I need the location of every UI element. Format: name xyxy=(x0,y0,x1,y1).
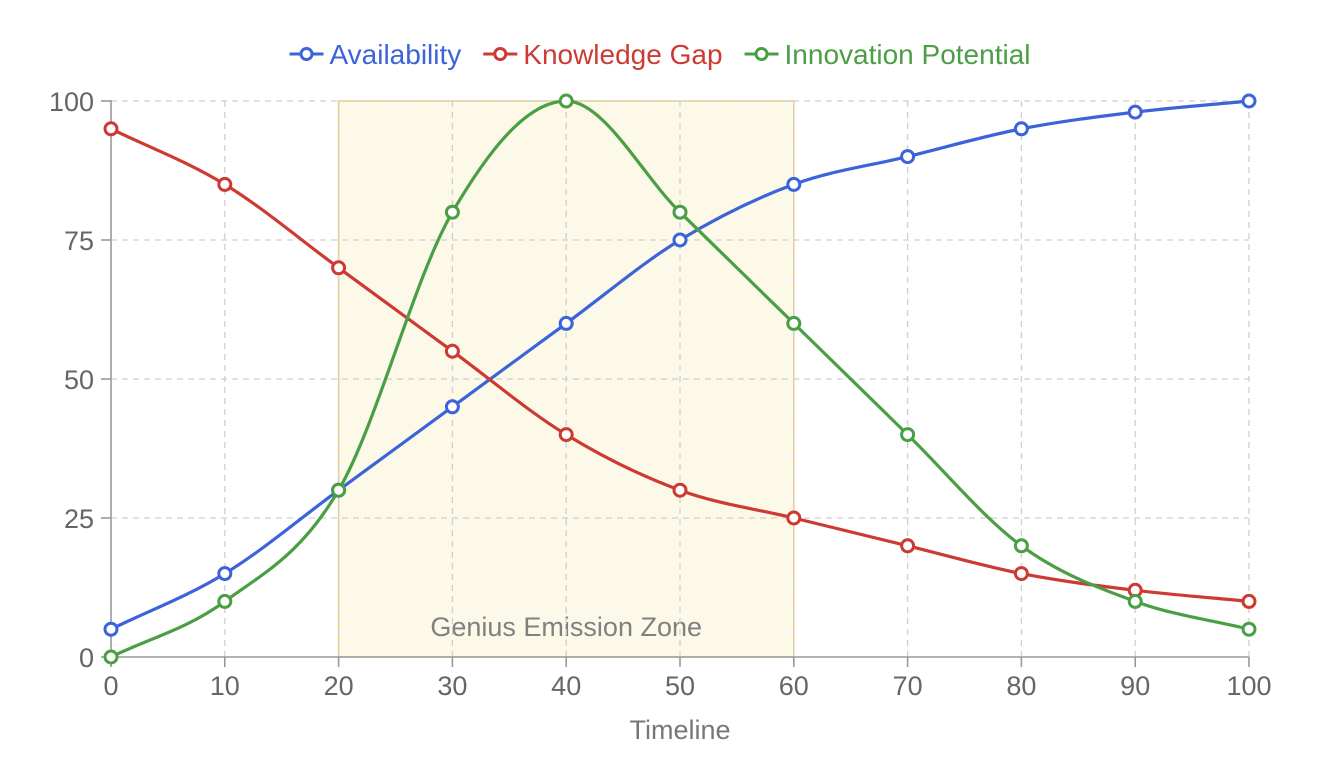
legend-item-availability[interactable]: Availability xyxy=(289,39,462,70)
legend-point-marker xyxy=(754,47,769,61)
data-point-availability[interactable] xyxy=(786,176,802,192)
y-tick-label: 100 xyxy=(49,87,94,117)
data-point-knowledge-gap[interactable] xyxy=(900,538,916,554)
data-point-innovation-potential[interactable] xyxy=(672,204,688,220)
zone-label: Genius Emission Zone xyxy=(430,612,702,642)
x-tick-label: 50 xyxy=(665,671,695,701)
data-point-innovation-potential[interactable] xyxy=(331,482,347,498)
x-tick-label: 80 xyxy=(1006,671,1036,701)
data-point-knowledge-gap[interactable] xyxy=(444,343,460,359)
data-point-knowledge-gap[interactable] xyxy=(217,176,233,192)
data-point-innovation-potential[interactable] xyxy=(1127,593,1143,609)
x-tick-label: 30 xyxy=(437,671,467,701)
y-tick-label: 75 xyxy=(64,226,94,256)
data-point-knowledge-gap[interactable] xyxy=(1013,566,1029,582)
data-point-innovation-potential[interactable] xyxy=(103,649,119,665)
x-tick-label: 10 xyxy=(210,671,240,701)
data-point-availability[interactable] xyxy=(900,149,916,165)
data-point-availability[interactable] xyxy=(103,621,119,637)
x-tick-label: 100 xyxy=(1226,671,1271,701)
series-knowledge-gap xyxy=(103,121,1257,609)
legend-item-innovation-potential[interactable]: Innovation Potential xyxy=(744,39,1031,70)
legend-label: Innovation Potential xyxy=(785,39,1031,70)
legend-label: Availability xyxy=(330,39,462,70)
legend-label: Knowledge Gap xyxy=(523,39,722,70)
data-point-availability[interactable] xyxy=(558,315,574,331)
data-point-innovation-potential[interactable] xyxy=(900,427,916,443)
data-point-innovation-potential[interactable] xyxy=(444,204,460,220)
data-point-innovation-potential[interactable] xyxy=(558,93,574,109)
legend-item-knowledge-gap[interactable]: Knowledge Gap xyxy=(483,39,723,70)
x-tick-label: 70 xyxy=(893,671,923,701)
data-point-knowledge-gap[interactable] xyxy=(1241,593,1257,609)
x-tick-label: 0 xyxy=(103,671,118,701)
data-point-knowledge-gap[interactable] xyxy=(103,121,119,137)
data-point-innovation-potential[interactable] xyxy=(1241,621,1257,637)
x-tick-label: 90 xyxy=(1120,671,1150,701)
data-point-availability[interactable] xyxy=(1013,121,1029,137)
x-axis-title: Timeline xyxy=(629,715,730,745)
data-point-knowledge-gap[interactable] xyxy=(672,482,688,498)
x-tick-label: 20 xyxy=(324,671,354,701)
data-point-knowledge-gap[interactable] xyxy=(558,427,574,443)
data-point-knowledge-gap[interactable] xyxy=(786,510,802,526)
legend: Availability Knowledge Gap Innovation Pote… xyxy=(289,39,1031,70)
data-point-availability[interactable] xyxy=(1127,104,1143,120)
series-innovation-potential xyxy=(103,93,1257,665)
data-point-availability[interactable] xyxy=(217,566,233,582)
data-point-knowledge-gap[interactable] xyxy=(331,260,347,276)
data-point-innovation-potential[interactable] xyxy=(217,593,233,609)
legend-point-marker xyxy=(493,47,508,61)
data-point-availability[interactable] xyxy=(672,232,688,248)
data-point-availability[interactable] xyxy=(1241,93,1257,109)
series-line-availability xyxy=(109,99,1251,631)
series-line-knowledge-gap xyxy=(109,127,1251,603)
y-tick-label: 50 xyxy=(64,365,94,395)
series-layer xyxy=(103,93,1257,665)
x-tick-label: 60 xyxy=(779,671,809,701)
data-point-innovation-potential[interactable] xyxy=(786,315,802,331)
legend-point-marker xyxy=(299,47,314,61)
x-tick-label: 40 xyxy=(551,671,581,701)
data-point-availability[interactable] xyxy=(444,399,460,415)
y-tick-label: 0 xyxy=(79,643,94,673)
axis-layer: 0 10 20 30 40 50 60 70 80 90 100 0 25 50 75 100 xyxy=(49,87,1272,701)
y-tick-label: 25 xyxy=(64,504,94,534)
data-point-innovation-potential[interactable] xyxy=(1013,538,1029,554)
